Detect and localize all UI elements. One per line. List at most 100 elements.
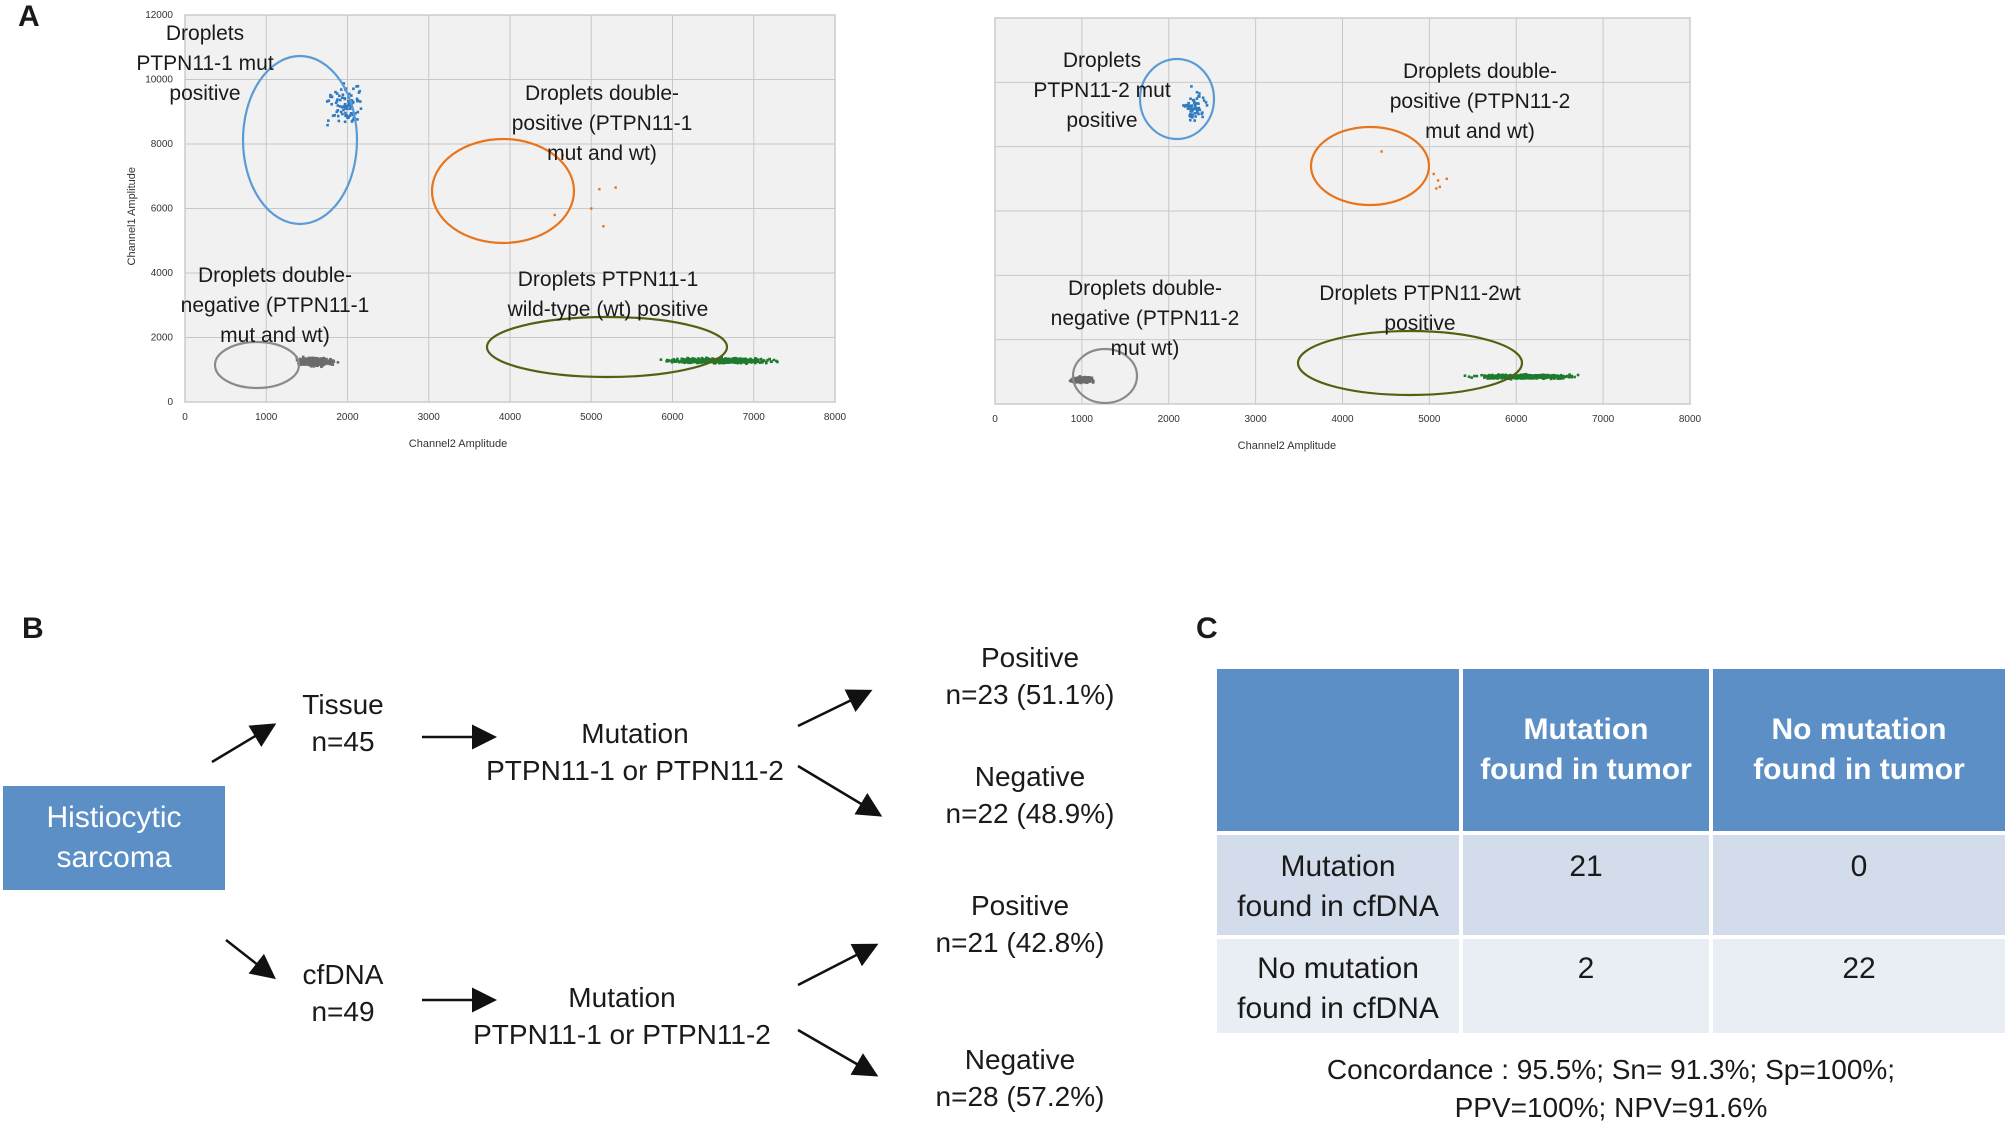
data-point	[302, 357, 306, 360]
data-point	[1200, 112, 1204, 116]
cfdna-positive-node: Positive n=21 (42.8%)	[910, 887, 1130, 961]
annotation-double_pos: Droplets double-positive (PTPN11-2 mut an…	[1390, 60, 1571, 143]
data-point	[313, 359, 317, 362]
data-point	[326, 360, 330, 363]
data-point	[1201, 115, 1204, 119]
data-point	[1512, 376, 1515, 379]
y-tick-label: 6000	[151, 204, 174, 215]
data-point	[1489, 377, 1492, 380]
data-point	[697, 357, 700, 360]
data-point	[741, 357, 744, 361]
data-point	[348, 114, 352, 117]
data-point	[1091, 378, 1094, 382]
data-point	[335, 92, 339, 95]
data-point	[1494, 376, 1497, 379]
data-point	[1548, 374, 1552, 378]
data-point	[320, 364, 324, 367]
y-tick-label: 4000	[151, 268, 174, 279]
annotation-line: Droplets double-	[1068, 277, 1222, 300]
flow-arrows	[211, 689, 883, 1077]
annotation-double_pos: Droplets double-positive (PTPN11-1 mut an…	[512, 82, 693, 165]
data-point	[691, 357, 695, 360]
data-point	[314, 363, 318, 366]
col-header-no-mutation-tumor: No mutation found in tumor	[1709, 665, 2007, 835]
annotation-line: Droplets double-	[525, 82, 679, 105]
data-point	[1198, 92, 1201, 95]
data-point	[772, 358, 776, 362]
data-point	[1193, 119, 1197, 122]
data-point	[1516, 374, 1520, 377]
cfdna-node: cfDNA n=49	[283, 956, 403, 1030]
data-point	[1197, 102, 1200, 105]
data-point	[727, 357, 731, 361]
data-point	[1195, 90, 1199, 94]
data-point	[1193, 112, 1197, 115]
data-point	[1549, 377, 1553, 381]
data-point	[317, 359, 321, 362]
annotation-line: Droplets PTPN11-2wt	[1319, 282, 1521, 305]
data-point	[321, 361, 324, 364]
arrow-source-to-cfdna	[225, 939, 276, 980]
data-point	[358, 89, 362, 93]
data-point	[1084, 377, 1088, 381]
x-tick-label: 4000	[499, 412, 522, 423]
data-point	[1501, 373, 1504, 377]
data-point	[759, 357, 763, 361]
data-point	[319, 357, 323, 360]
data-point	[1192, 101, 1196, 105]
annotation-line: PTPN11-2 mut	[1033, 79, 1170, 102]
data-point	[1083, 375, 1087, 379]
cell-false-positive: 0	[1709, 831, 2007, 939]
data-point	[335, 110, 339, 114]
cfdna-negative-count: n=28 (57.2%)	[935, 1081, 1105, 1112]
data-point	[703, 360, 707, 363]
data-point	[683, 358, 687, 361]
data-point	[1515, 376, 1519, 379]
data-point	[342, 108, 345, 112]
data-point	[325, 100, 329, 103]
annotation-line: positive	[169, 82, 240, 105]
data-point	[327, 119, 330, 122]
data-point	[762, 359, 766, 362]
data-point	[745, 362, 748, 366]
data-point	[1190, 104, 1193, 107]
data-point	[1196, 111, 1199, 114]
annotation-wt: Droplets PTPN11-2wt positive	[1319, 282, 1521, 335]
annotation-line: Droplets double-	[198, 264, 352, 287]
y-tick-label: 2000	[151, 333, 174, 344]
data-point	[1205, 104, 1209, 107]
data-point	[1488, 374, 1491, 378]
data-point	[1079, 379, 1083, 382]
data-point	[683, 359, 687, 363]
data-point	[309, 363, 312, 367]
data-point	[686, 359, 690, 363]
data-point	[670, 360, 674, 364]
histiocytic-sarcoma-label: Histiocytic sarcoma	[46, 801, 182, 874]
data-point	[300, 358, 304, 362]
data-point	[331, 114, 335, 118]
data-point	[1558, 375, 1561, 379]
data-point	[1501, 375, 1505, 379]
data-point	[1083, 380, 1086, 384]
data-point	[676, 357, 679, 361]
data-point	[332, 359, 335, 362]
data-point	[766, 358, 769, 362]
data-point	[1467, 375, 1471, 379]
data-point	[1432, 172, 1435, 176]
data-point	[1092, 379, 1095, 383]
data-point	[308, 360, 311, 364]
concordance-summary: Concordance : 95.5%; Sn= 91.3%; Sp=100%;…	[1213, 1051, 2007, 1127]
data-point	[355, 97, 359, 101]
data-point	[328, 362, 332, 366]
x-tick-label: 2000	[1158, 414, 1181, 425]
tissue-positive-count: n=23 (51.1%)	[945, 679, 1115, 710]
data-point	[1503, 376, 1506, 379]
data-point	[702, 358, 705, 362]
data-point	[749, 361, 753, 364]
data-point	[602, 225, 605, 228]
arrow-cfdna-mutation-to-negative	[797, 1028, 879, 1077]
y-tick-label: 8000	[151, 139, 174, 150]
data-point	[338, 94, 341, 98]
annotation-line: Droplets PTPN11-1	[518, 268, 699, 291]
x-tick-label: 8000	[824, 412, 847, 423]
